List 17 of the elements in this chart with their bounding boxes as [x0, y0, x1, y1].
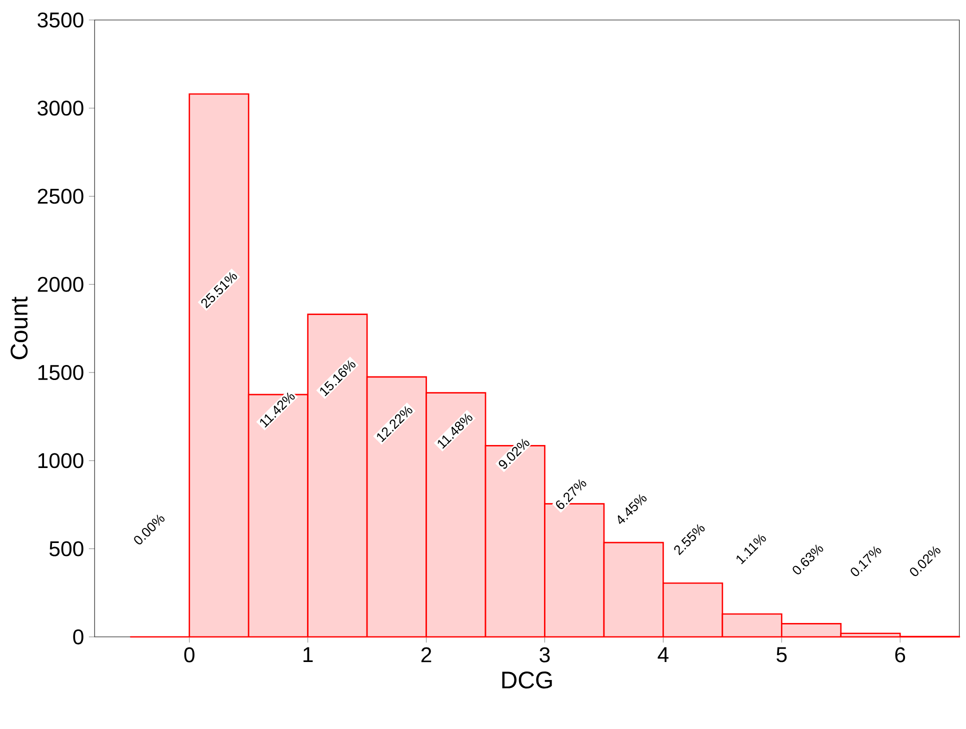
- y-tick-label: 1500: [38, 365, 84, 380]
- x-tick-label: 6: [895, 647, 906, 662]
- x-tick-label: 1: [304, 647, 313, 662]
- y-tick-label: 2500: [38, 188, 84, 204]
- y-tick-label: 500: [49, 541, 84, 556]
- y-tick-label: 1000: [38, 453, 84, 468]
- x-tick-label: 3: [540, 647, 550, 662]
- x-tick-label: 0: [184, 647, 194, 662]
- y-tick-label: 2000: [38, 276, 84, 292]
- y-axis-title: Count: [10, 296, 28, 360]
- x-tick-label: 2: [421, 647, 432, 662]
- x-axis-title: DCG: [502, 672, 552, 689]
- y-tick-label: 3500: [38, 12, 84, 28]
- y-tick-label: 3000: [38, 100, 84, 116]
- y-tick-label: 0: [73, 629, 84, 645]
- x-tick-label: 4: [658, 647, 668, 662]
- x-tick-label: 5: [776, 647, 787, 662]
